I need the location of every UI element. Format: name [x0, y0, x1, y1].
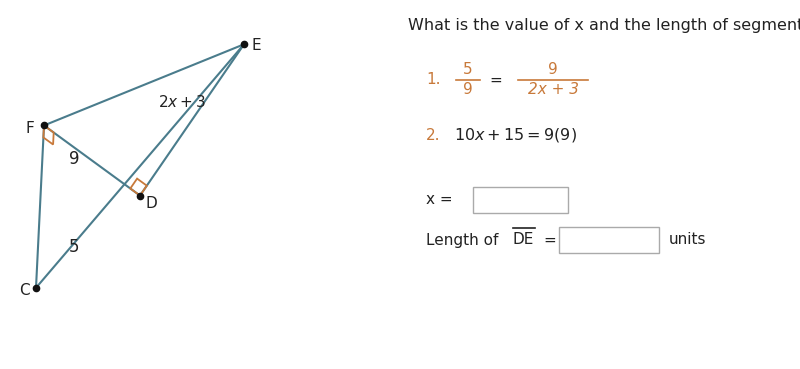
Text: DE: DE: [513, 232, 534, 248]
Text: What is the value of x and the length of segment DE?: What is the value of x and the length of…: [408, 18, 800, 33]
Text: 5: 5: [69, 238, 79, 256]
Text: x =: x =: [426, 193, 453, 207]
Text: units: units: [669, 232, 706, 248]
Text: 2x + 3: 2x + 3: [527, 83, 578, 97]
Text: 9: 9: [548, 62, 558, 77]
Text: 9: 9: [69, 149, 79, 168]
Text: F: F: [26, 121, 34, 136]
Text: 9: 9: [463, 83, 473, 97]
Text: E: E: [251, 38, 261, 53]
Text: $2x + 3$: $2x + 3$: [158, 94, 206, 110]
Text: 1.: 1.: [426, 72, 441, 87]
Text: D: D: [145, 196, 157, 211]
Text: =: =: [543, 232, 556, 248]
Text: =: =: [490, 72, 502, 87]
Text: 2.: 2.: [426, 128, 441, 142]
Bar: [473, 187, 568, 213]
Text: 5: 5: [463, 62, 473, 77]
Bar: [559, 227, 659, 253]
Text: Length of: Length of: [426, 232, 503, 248]
Text: C: C: [18, 283, 30, 298]
Text: $10x + 15 = 9(9)$: $10x + 15 = 9(9)$: [454, 126, 577, 144]
